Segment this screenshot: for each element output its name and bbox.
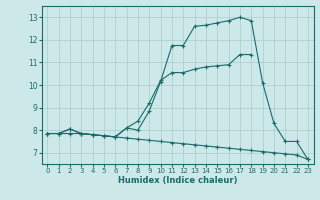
X-axis label: Humidex (Indice chaleur): Humidex (Indice chaleur) [118,176,237,185]
